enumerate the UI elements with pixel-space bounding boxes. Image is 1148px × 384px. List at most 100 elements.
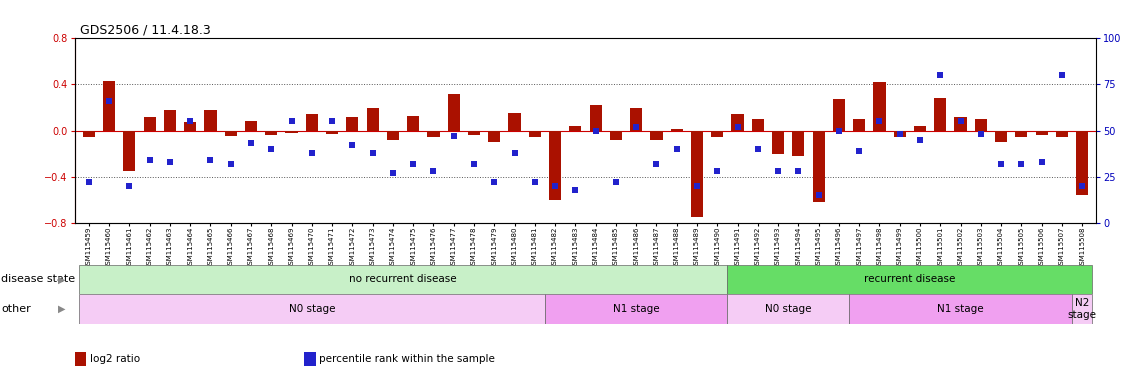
Text: N0 stage: N0 stage — [765, 304, 812, 314]
Text: N1 stage: N1 stage — [937, 304, 984, 314]
Point — [891, 131, 909, 137]
Point — [830, 127, 848, 134]
Bar — [711, 131, 723, 137]
Text: percentile rank within the sample: percentile rank within the sample — [319, 354, 495, 364]
Bar — [123, 131, 135, 171]
Bar — [728, 265, 1092, 294]
Point — [971, 131, 990, 137]
Point — [181, 118, 200, 124]
Bar — [286, 131, 297, 133]
Point — [1053, 72, 1071, 78]
Bar — [427, 131, 440, 137]
Bar — [79, 265, 728, 294]
Point — [364, 150, 382, 156]
Bar — [792, 131, 805, 156]
Bar — [954, 117, 967, 131]
Point — [789, 168, 807, 174]
Bar — [752, 119, 763, 131]
Bar — [366, 108, 379, 131]
Bar — [265, 131, 278, 135]
Point — [201, 157, 219, 163]
Bar — [204, 110, 217, 131]
Bar — [893, 131, 906, 137]
Bar — [874, 82, 885, 131]
Point — [769, 168, 788, 174]
Point — [870, 118, 889, 124]
Text: GDS2506 / 11.4.18.3: GDS2506 / 11.4.18.3 — [80, 23, 211, 36]
Point — [546, 183, 565, 189]
Text: ▶: ▶ — [57, 274, 65, 285]
Point — [992, 161, 1010, 167]
Bar — [832, 99, 845, 131]
Bar — [590, 105, 602, 131]
Text: no recurrent disease: no recurrent disease — [349, 274, 457, 285]
Bar — [347, 117, 358, 131]
Bar — [1072, 294, 1092, 324]
Bar — [245, 121, 257, 131]
Point — [121, 183, 139, 189]
Bar — [468, 131, 480, 135]
Point — [688, 183, 706, 189]
Point — [222, 161, 240, 167]
Bar — [670, 129, 683, 131]
Bar — [387, 131, 400, 140]
Bar — [184, 122, 196, 131]
Bar — [305, 114, 318, 131]
Bar — [651, 131, 662, 140]
Bar — [1076, 131, 1088, 195]
Bar — [1056, 131, 1068, 137]
Point — [627, 124, 645, 130]
Point — [343, 142, 362, 148]
Point — [606, 179, 625, 185]
Bar — [569, 126, 581, 131]
Bar — [448, 94, 460, 131]
Bar — [549, 131, 561, 200]
Bar — [630, 108, 642, 131]
Bar — [225, 131, 236, 136]
Point — [323, 118, 341, 124]
Text: ▶: ▶ — [57, 304, 65, 314]
Bar — [914, 126, 926, 131]
Point — [667, 146, 685, 152]
Point — [587, 127, 605, 134]
Point — [1032, 159, 1050, 165]
Point — [262, 146, 280, 152]
Point — [100, 98, 118, 104]
Bar — [545, 294, 728, 324]
Point — [444, 133, 463, 139]
Point — [404, 161, 422, 167]
Bar — [529, 131, 541, 137]
Bar — [853, 119, 866, 131]
Point — [282, 118, 301, 124]
Bar — [79, 294, 545, 324]
Point — [505, 150, 523, 156]
Bar — [509, 113, 520, 131]
Text: N0 stage: N0 stage — [288, 304, 335, 314]
Bar — [326, 131, 339, 134]
Bar — [813, 131, 824, 202]
Point — [303, 150, 321, 156]
Point — [383, 170, 402, 176]
Text: log2 ratio: log2 ratio — [90, 354, 140, 364]
Bar — [731, 114, 744, 131]
Bar — [850, 294, 1072, 324]
Text: other: other — [1, 304, 31, 314]
Point — [79, 179, 98, 185]
Point — [647, 161, 666, 167]
Bar — [975, 119, 987, 131]
Text: N1 stage: N1 stage — [613, 304, 659, 314]
Point — [161, 159, 179, 165]
Point — [1013, 161, 1031, 167]
Bar — [771, 131, 784, 154]
Point — [952, 118, 970, 124]
Bar — [995, 131, 1007, 142]
Text: disease state: disease state — [1, 274, 76, 285]
Point — [931, 72, 949, 78]
Point — [809, 192, 828, 198]
Point — [242, 141, 261, 147]
Text: N2
stage: N2 stage — [1068, 298, 1096, 320]
Text: recurrent disease: recurrent disease — [864, 274, 955, 285]
Bar — [103, 81, 115, 131]
Point — [465, 161, 483, 167]
Point — [425, 168, 443, 174]
